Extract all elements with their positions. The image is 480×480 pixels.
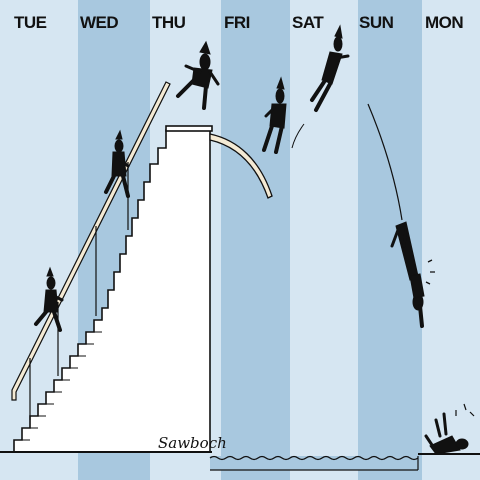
stripe-mon (422, 0, 480, 480)
day-label-thu: THU (152, 13, 186, 32)
artist-signature: Sawboch (158, 434, 227, 452)
figure-mon-collapsed (424, 412, 469, 455)
day-label-fri: FRI (224, 13, 250, 32)
stair-treads (22, 331, 102, 441)
tower-top (165, 125, 213, 132)
diving-board (209, 133, 273, 199)
water-wave-line (209, 455, 419, 461)
day-label-tue: TUE (14, 13, 47, 32)
water-pool (209, 453, 480, 471)
figure-thu-leaping (176, 40, 220, 110)
splash-marks-sun (425, 259, 435, 285)
staircase-illustration (0, 81, 213, 453)
day-label-sat: SAT (292, 13, 324, 32)
motion-line-sat (291, 123, 305, 149)
figure-wed-climbing (104, 129, 130, 198)
stripe-fri (221, 0, 290, 480)
stripe-sun (358, 0, 422, 480)
handrail (11, 81, 171, 401)
impact-marks-mon (455, 403, 475, 417)
motion-line-sun (367, 103, 403, 221)
staircase-body (13, 129, 211, 453)
day-label-mon: MON (425, 13, 464, 32)
figure-tue-climbing (34, 266, 64, 332)
figure-sun-diving (390, 221, 425, 328)
handrail-posts (29, 162, 129, 420)
figure-fri-on-board (262, 76, 287, 154)
day-label-sun: SUN (359, 13, 394, 32)
day-label-wed: WED (80, 13, 119, 32)
figure-sat-midair (310, 24, 350, 112)
